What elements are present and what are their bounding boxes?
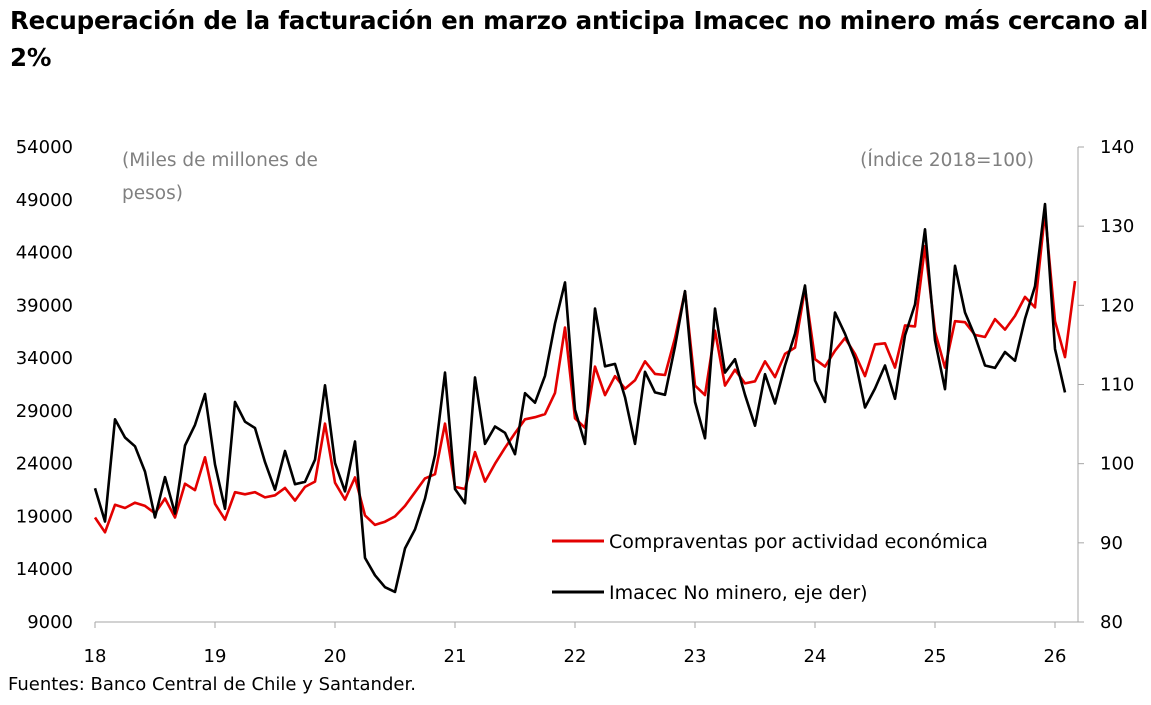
x-axis-ticks: 18 19 20 21 22 23 24 25 26 — [84, 622, 1067, 667]
left-tick-label: 49000 — [16, 190, 73, 211]
series-line-imacec — [93, 202, 1067, 594]
right-axis-ticks: 80 90 100 110 120 130 140 — [1078, 137, 1134, 633]
right-tick-label: 130 — [1100, 216, 1134, 237]
left-tick-label: 19000 — [16, 506, 73, 527]
source-note: Fuentes: Banco Central de Chile y Santan… — [8, 674, 416, 695]
chart-title: Recuperación de la facturación en marzo … — [10, 6, 1149, 72]
x-tick-label: 24 — [804, 646, 827, 667]
left-tick-label: 34000 — [16, 348, 73, 369]
right-tick-label: 140 — [1100, 137, 1134, 158]
x-tick-label: 22 — [564, 646, 587, 667]
x-tick-label: 25 — [924, 646, 947, 667]
right-axis-note: (Índice 2018=100) — [860, 149, 1034, 171]
legend-label-imacec: Imacec No minero, eje der) — [609, 582, 868, 604]
left-axis-ticks: 9000 14000 19000 24000 29000 34000 39000 44000 4… — [16, 137, 73, 633]
right-tick-label: 110 — [1100, 375, 1134, 396]
x-tick-label: 23 — [684, 646, 707, 667]
left-tick-label: 9000 — [27, 612, 73, 633]
left-tick-label: 29000 — [16, 401, 73, 422]
left-axis-note-line1: (Miles de millones de — [122, 150, 318, 171]
left-tick-label: 54000 — [16, 137, 73, 158]
right-tick-label: 100 — [1100, 454, 1134, 475]
left-tick-label: 39000 — [16, 295, 73, 316]
left-tick-label: 14000 — [16, 559, 73, 580]
x-tick-label: 19 — [204, 646, 227, 667]
left-tick-label: 24000 — [16, 454, 73, 475]
right-tick-label: 80 — [1100, 612, 1123, 633]
right-tick-label: 90 — [1100, 533, 1123, 554]
x-tick-label: 26 — [1044, 646, 1067, 667]
left-tick-label: 44000 — [16, 243, 73, 264]
legend: Compraventas por actividad económica Ima… — [552, 531, 988, 604]
right-tick-label: 120 — [1100, 295, 1134, 316]
x-tick-label: 18 — [84, 646, 107, 667]
x-tick-label: 20 — [324, 646, 347, 667]
left-axis-note-line2: pesos) — [122, 183, 183, 204]
x-tick-label: 21 — [444, 646, 467, 667]
legend-label-compraventas: Compraventas por actividad económica — [609, 531, 988, 553]
series-group — [93, 202, 1077, 594]
